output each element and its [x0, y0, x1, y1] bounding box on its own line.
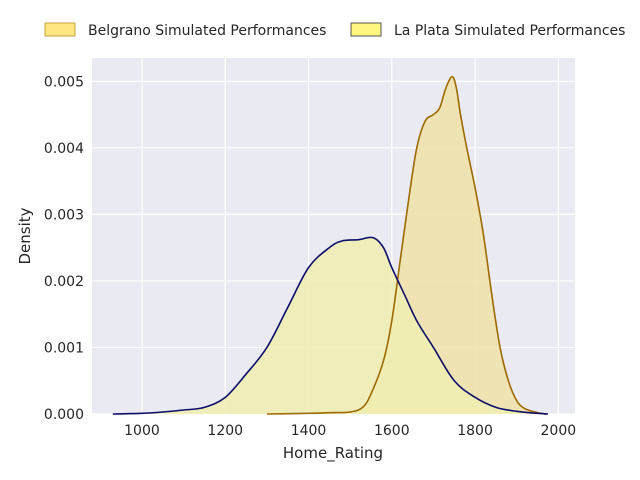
y-axis-label: Density	[16, 207, 34, 264]
legend-swatch-belgrano	[44, 22, 76, 37]
x-tick-label: 2000	[541, 423, 577, 439]
y-tick-label: 0.001	[44, 340, 84, 356]
x-axis-ticks: 1000 1200 1400 1600 1800 2000	[124, 423, 576, 439]
x-axis-label: Home_Rating	[283, 444, 383, 463]
legend: Belgrano Simulated Performances La Plata…	[44, 22, 625, 39]
x-tick-label: 1600	[374, 423, 410, 439]
legend-label-la-plata: La Plata Simulated Performances	[394, 23, 625, 39]
y-tick-label: 0.000	[44, 407, 84, 423]
grid-lines	[92, 58, 575, 415]
density-areas	[112, 75, 548, 415]
y-tick-label: 0.002	[44, 274, 84, 290]
x-tick-label: 1400	[291, 423, 327, 439]
y-tick-label: 0.005	[44, 74, 84, 90]
x-tick-label: 1000	[124, 423, 160, 439]
legend-label-belgrano: Belgrano Simulated Performances	[88, 23, 326, 39]
area-fill-la-plata	[112, 237, 548, 414]
x-tick-label: 1200	[207, 423, 243, 439]
density-line-belgrano	[266, 75, 546, 415]
density-line-la-plata	[112, 236, 548, 415]
legend-swatch-la-plata	[350, 22, 382, 37]
y-axis-ticks: 0.000 0.001 0.002 0.003 0.004 0.005	[44, 74, 84, 423]
area-fill-belgrano	[266, 76, 546, 414]
y-tick-label: 0.003	[44, 207, 84, 223]
y-tick-label: 0.004	[44, 141, 84, 157]
x-tick-label: 1800	[457, 423, 493, 439]
